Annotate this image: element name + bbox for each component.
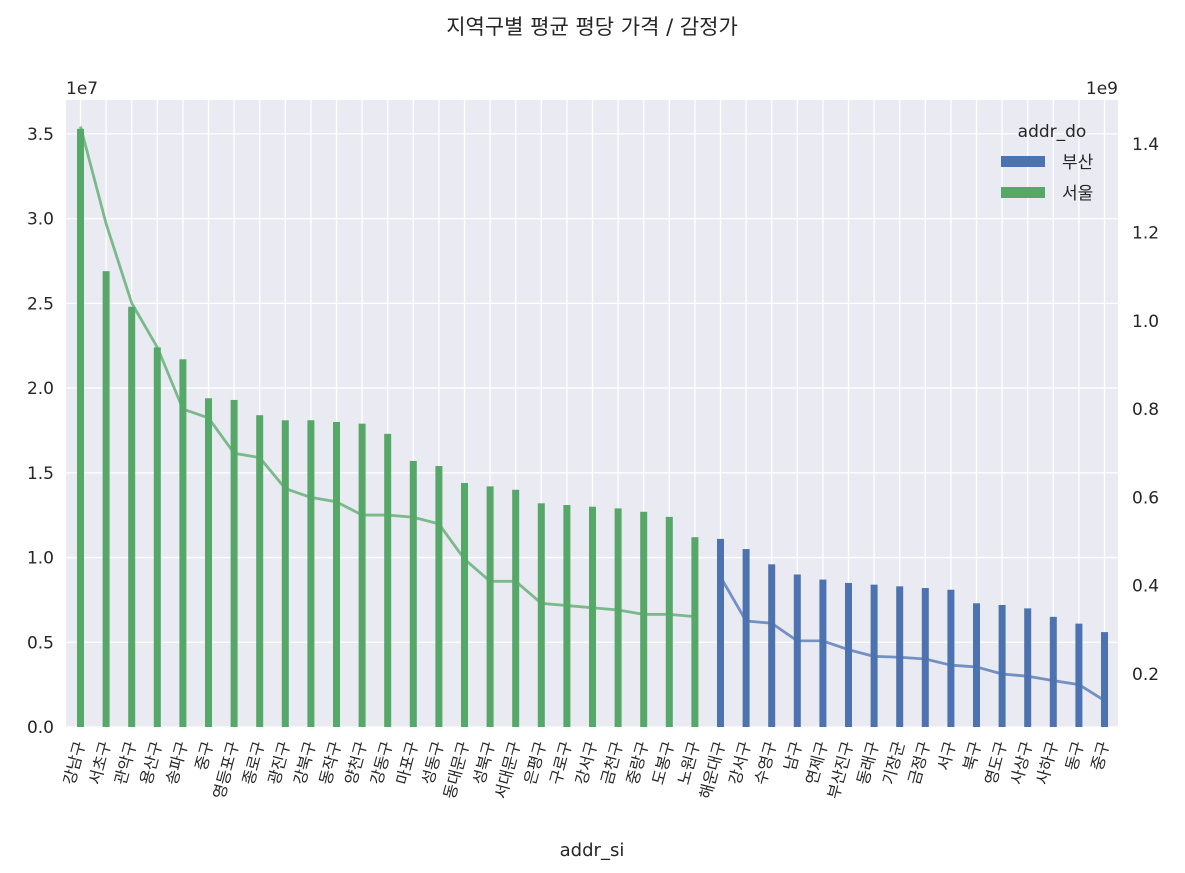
bar-사하구 xyxy=(1049,616,1057,727)
bar-강서구b xyxy=(742,549,750,727)
bar-동구 xyxy=(1075,623,1083,727)
lines xyxy=(79,126,1106,702)
y2-axis-multiplier: 1e9 xyxy=(1086,79,1118,99)
bar-용산구 xyxy=(153,347,161,727)
legend-label-부산: 부산 xyxy=(1062,153,1094,173)
bar-도봉구 xyxy=(665,516,673,727)
bar-성북구 xyxy=(486,486,494,727)
y-axis-multiplier: 1e7 xyxy=(66,79,98,99)
bar-강동구 xyxy=(384,433,392,727)
x-tick-label: 동구 xyxy=(1062,739,1088,772)
y-tick-label: 1.0 xyxy=(27,549,54,569)
x-tick-label: 북구 xyxy=(959,739,985,772)
y-tick-label: 2.5 xyxy=(27,294,54,314)
y2-axis-ticks: 0.2 0.4 0.6 0.8 1.0 1.2 1.4 xyxy=(1132,135,1159,685)
y2-tick-label: 1.0 xyxy=(1132,312,1159,332)
chart-title: 지역구별 평균 평당 가격 / 감정가 xyxy=(446,15,738,39)
bar-남구 xyxy=(793,574,801,727)
y-tick-label: 3.0 xyxy=(27,210,54,230)
bar-성동구 xyxy=(435,466,443,727)
x-tick-label: 사하구 xyxy=(1032,739,1062,787)
y-tick-label: 1.5 xyxy=(27,464,54,484)
bar-구로구 xyxy=(563,505,571,727)
bar-해운대구 xyxy=(717,538,724,727)
x-tick-label: 남구 xyxy=(780,739,806,772)
bar-광진구 xyxy=(281,420,289,727)
y2-tick-label: 0.8 xyxy=(1132,400,1159,420)
bar-강북구 xyxy=(307,420,315,727)
y-tick-label: 0.5 xyxy=(27,633,54,653)
bar-관악구 xyxy=(128,306,136,727)
y-tick-label: 2.0 xyxy=(27,379,54,399)
legend-swatch-부산 xyxy=(1001,156,1045,167)
y2-tick-label: 1.2 xyxy=(1132,223,1159,243)
y2-tick-label: 0.6 xyxy=(1132,488,1159,508)
bar-중구b xyxy=(1101,632,1108,727)
x-tick-label: 금정구 xyxy=(904,739,934,787)
bar-종로구 xyxy=(256,415,264,727)
bar-동작구 xyxy=(333,421,340,727)
y2-tick-label: 1.4 xyxy=(1132,135,1159,155)
legend-title: addr_do xyxy=(1018,122,1087,142)
bar-금천구 xyxy=(614,508,622,727)
bar-북구 xyxy=(973,603,980,727)
bar-서구 xyxy=(947,589,955,727)
bar-서대문구 xyxy=(512,489,520,727)
legend-swatch-서울 xyxy=(1001,187,1045,198)
x-tick-label: 서구 xyxy=(934,739,960,772)
bar-송파구 xyxy=(179,359,187,727)
y-tick-label: 0.0 xyxy=(27,718,54,738)
bar-영등포구 xyxy=(230,399,238,727)
line-series xyxy=(719,576,1106,702)
bar-은평구 xyxy=(537,503,545,727)
x-tick-label: 중구 xyxy=(191,739,217,772)
y-tick-label: 3.5 xyxy=(27,125,54,145)
y2-tick-label: 0.2 xyxy=(1132,665,1159,685)
bar-양천구 xyxy=(358,423,366,727)
x-tick-label: 중구 xyxy=(1087,739,1113,772)
legend-label-서울: 서울 xyxy=(1062,184,1093,204)
x-tick-label: 수영구 xyxy=(751,739,781,787)
x-tick-label: 송파구 xyxy=(162,739,192,787)
bar-사상구 xyxy=(1024,608,1032,727)
bar-중구 xyxy=(205,398,212,727)
bar-강서구 xyxy=(589,506,596,727)
bar-중랑구 xyxy=(640,511,648,727)
bar-금정구 xyxy=(921,588,929,727)
bar-서초구 xyxy=(102,271,110,727)
y2-tick-label: 0.4 xyxy=(1132,577,1159,597)
line-series xyxy=(79,126,696,619)
bar-마포구 xyxy=(409,460,417,727)
bar-노원구 xyxy=(691,537,699,727)
bar-강남구 xyxy=(77,128,84,727)
bars xyxy=(77,128,1108,727)
y-axis-ticks: 0.0 0.5 1.0 1.5 2.0 2.5 3.0 3.5 xyxy=(27,125,54,738)
x-axis-label: addr_si xyxy=(560,840,625,861)
bar-연제구 xyxy=(819,579,827,727)
bar-부산진구 xyxy=(845,582,852,727)
bar-영도구 xyxy=(998,604,1006,727)
bar-동대문구 xyxy=(461,482,468,727)
bar-수영구 xyxy=(768,564,776,727)
